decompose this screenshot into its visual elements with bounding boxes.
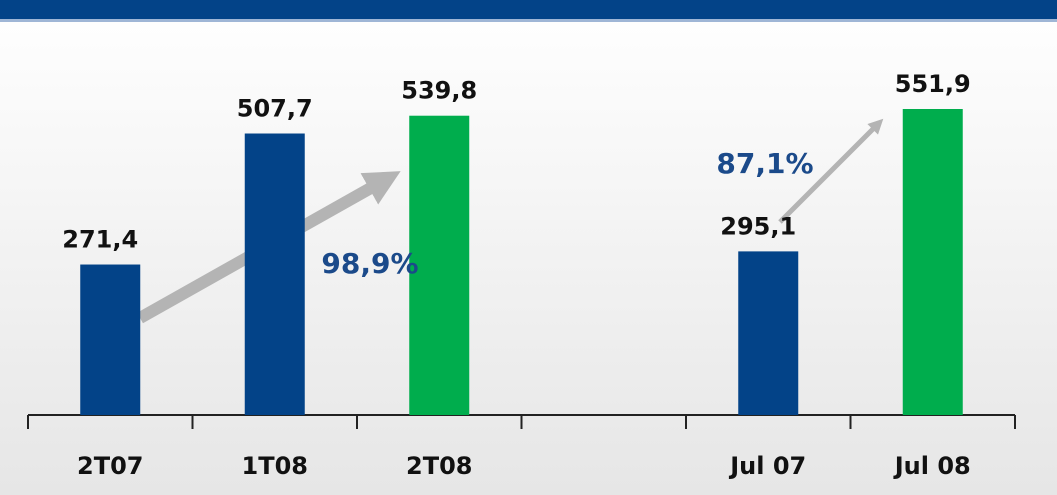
x-tick-label: 2T07 — [77, 452, 143, 480]
annotation: 87,1% — [716, 147, 813, 180]
bar — [80, 264, 141, 415]
x-tick-label: Jul 08 — [893, 452, 971, 480]
x-tick-label: 1T08 — [242, 452, 308, 480]
value-label: 539,8 — [401, 77, 477, 105]
value-label: 507,7 — [237, 95, 313, 123]
x-tick-label: Jul 07 — [728, 452, 806, 480]
value-label: 271,4 — [62, 226, 138, 254]
x-tick-label: 2T08 — [406, 452, 472, 480]
annotation: 98,9% — [321, 247, 418, 280]
header-line — [0, 19, 1057, 22]
bar — [738, 251, 799, 415]
bar — [409, 115, 470, 415]
value-label: 295,1 — [720, 212, 796, 240]
marks: 2T07 271,4 1T08 507,7 2T08 539,8 Jul 07 295,1 Ju… — [27, 70, 1016, 480]
bar — [244, 133, 305, 416]
header-bar — [0, 0, 1057, 19]
bar — [902, 109, 963, 415]
value-label: 551,9 — [895, 70, 971, 98]
growth-arrow — [778, 118, 884, 224]
